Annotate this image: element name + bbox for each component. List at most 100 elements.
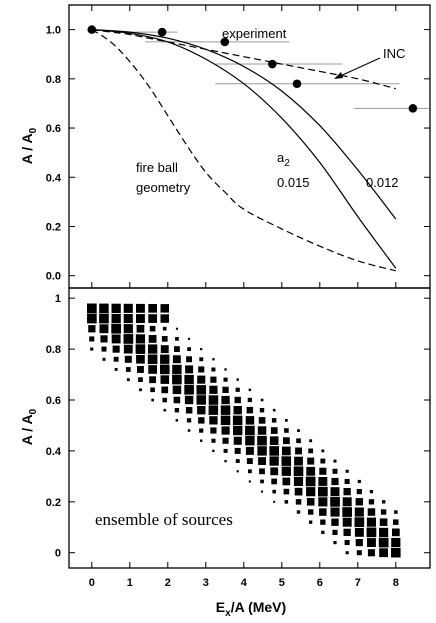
heatmap-cell: [345, 469, 349, 473]
bottom-y-tick-label: 1: [55, 293, 61, 305]
heatmap-cell: [186, 418, 192, 423]
heatmap-cell: [258, 417, 266, 424]
heatmap-cell: [330, 507, 340, 517]
heatmap-cell: [342, 507, 352, 517]
bottom-y-title-sub: 0: [28, 408, 39, 414]
heatmap-cell: [173, 396, 181, 404]
heatmap-cell: [306, 466, 316, 476]
heatmap-cell: [258, 457, 266, 465]
heatmap-cell: [342, 517, 352, 527]
fireball-label-line1: fire ball: [136, 160, 178, 175]
top-y-title-main: A / A: [19, 133, 35, 164]
heatmap-cell: [354, 517, 365, 527]
heatmap-cell: [184, 395, 194, 405]
x-title-sub: x: [225, 608, 231, 619]
inc-arrow-head: [334, 72, 343, 79]
heatmap-cell: [223, 448, 228, 453]
heatmap-cell: [391, 537, 401, 548]
heatmap-cell: [160, 345, 169, 354]
heatmap-cell: [342, 497, 352, 507]
heatmap-cell: [212, 358, 215, 361]
bottom-y-tick-label: 0.6: [46, 395, 61, 407]
a2-value-0015: 0.015: [277, 175, 310, 190]
heatmap-cell: [101, 346, 107, 352]
heatmap-cell: [222, 386, 229, 393]
inc-arrow-line: [337, 57, 381, 78]
heatmap-cell: [261, 490, 263, 493]
heatmap-cell: [160, 364, 170, 375]
heatmap-cell: [319, 508, 327, 516]
heatmap-cell: [196, 395, 206, 405]
heatmap-cell: [294, 487, 303, 496]
heatmap-cell: [88, 325, 96, 333]
heatmap-cell: [212, 449, 215, 452]
heatmap-cell: [270, 467, 279, 476]
heatmap-cell: [379, 518, 388, 526]
heatmap-cell: [198, 417, 205, 424]
x-tick-label: 2: [165, 577, 171, 589]
heatmap-cell: [273, 500, 276, 503]
heatmap-cell: [354, 527, 364, 537]
heatmap-cell: [332, 529, 338, 535]
top-y-tick-label: 1.0: [46, 25, 61, 37]
top-y-tick-label: 0.2: [46, 221, 61, 233]
experiment-error-bars: [122, 31, 429, 109]
heatmap-cell: [308, 509, 314, 515]
heatmap-cell: [137, 366, 144, 373]
heatmap-cell: [295, 447, 302, 455]
heatmap-cell: [208, 405, 219, 415]
heatmap-cell: [357, 479, 361, 484]
heatmap-cell: [321, 449, 325, 453]
bottom-plot-frame: [68, 287, 431, 569]
heatmap-cell: [188, 337, 191, 340]
heatmap-cell: [282, 446, 291, 456]
experiment-point: [157, 27, 167, 37]
x-tick-label: 5: [279, 577, 285, 589]
heatmap-cell: [221, 426, 230, 435]
heatmap-cell: [368, 499, 375, 505]
heatmap-cell: [234, 447, 241, 454]
heatmap-cell: [208, 395, 219, 405]
heatmap-cell: [297, 429, 300, 432]
heatmap-cell: [356, 550, 362, 556]
heatmap-cell: [246, 406, 254, 414]
heatmap-cell: [247, 397, 252, 403]
heatmap-cell: [331, 518, 339, 526]
heatmap-cell: [366, 517, 376, 527]
heatmap-cell: [148, 335, 157, 343]
top-y-title-sub: 0: [28, 127, 39, 133]
heatmap-cell: [210, 427, 217, 434]
heatmap-cell: [87, 313, 97, 324]
heatmap-cell: [123, 314, 133, 324]
heatmap-cell: [220, 405, 231, 415]
heatmap-cell: [200, 348, 203, 351]
heatmap-cell: [354, 507, 364, 517]
heatmap-cell: [172, 374, 182, 385]
heatmap-cell: [318, 477, 328, 486]
heatmap-cell: [356, 489, 362, 495]
heatmap-cell: [136, 354, 145, 364]
curve-fire-ball-geometry: [91, 29, 396, 272]
heatmap-cell: [245, 446, 254, 455]
heatmap-cell: [246, 458, 253, 464]
fireball-label-line2: geometry: [136, 180, 191, 195]
heatmap-cell: [125, 367, 131, 372]
bottom-y-title-main: A / A: [19, 414, 35, 445]
heatmap-cell: [330, 497, 340, 507]
heatmap-cell: [269, 436, 279, 445]
heatmap-cell: [111, 323, 121, 334]
heatmap-cell: [89, 336, 95, 342]
experiment-point: [220, 37, 230, 47]
heatmap-cell: [148, 344, 158, 354]
heatmap-cell: [111, 334, 121, 344]
heatmap-cell: [309, 439, 313, 443]
a2-label: a2: [277, 150, 290, 169]
heatmap-cell: [211, 438, 216, 443]
x-tick-label: 6: [317, 577, 323, 589]
heatmap-cell: [355, 498, 363, 506]
heatmap-cell: [126, 378, 130, 382]
curve-0-012: [91, 29, 397, 220]
heatmap-cell: [209, 416, 218, 425]
heatmap-cell: [150, 387, 155, 393]
bottom-y-tick-label: 0.2: [46, 497, 61, 509]
